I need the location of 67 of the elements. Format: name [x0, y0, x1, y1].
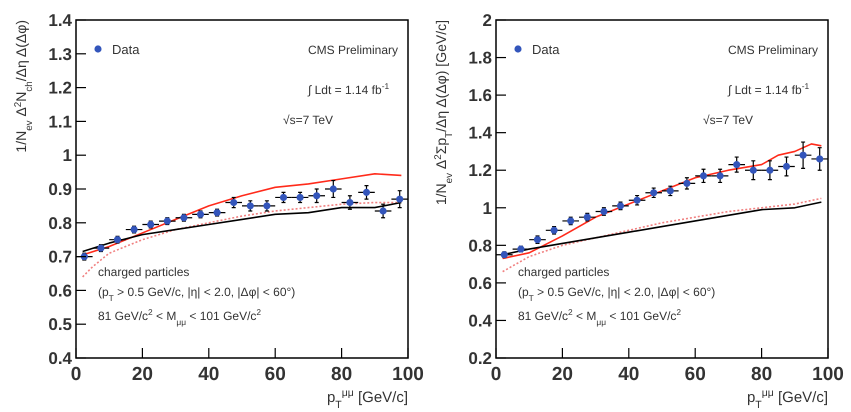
- point: [800, 152, 807, 159]
- y-tick-label: 1.2: [48, 78, 72, 98]
- x-tick-label: 60: [684, 364, 706, 385]
- legend-label: Data: [532, 42, 560, 57]
- point: [246, 202, 254, 210]
- point: [362, 188, 370, 196]
- y-tick-label: 1.6: [468, 86, 492, 106]
- x-tick-label: 80: [331, 364, 352, 385]
- y-tick-label: 0.7: [48, 248, 72, 267]
- point: [313, 192, 320, 200]
- annotation: charged particles: [518, 265, 610, 279]
- annotation: CMS Preliminary: [308, 43, 398, 57]
- point: [683, 180, 690, 187]
- y-tick-label: 1.3: [48, 44, 72, 64]
- point: [716, 172, 724, 180]
- annotation: 81 GeV/c$^{2}$ < M$_{μμ}$ < 101 GeV/c$^{2}$: [98, 307, 262, 327]
- point: [346, 198, 354, 206]
- x-tick-label: 100: [392, 364, 424, 385]
- y-tick-label: 0.6: [48, 281, 72, 300]
- y-tick-label: 0.6: [468, 274, 492, 293]
- y-tick-label: 0.5: [48, 315, 72, 334]
- annotation: ∫ Ldt = 1.14 fb$^{-1}$: [307, 81, 390, 97]
- y-tick-label: 1: [482, 198, 492, 218]
- y-tick-label: 1.2: [468, 161, 492, 180]
- legend-label: Data: [112, 42, 140, 57]
- x-tick-label: 0: [490, 364, 502, 385]
- annotation: charged particles: [98, 265, 190, 279]
- y-tick-label: 0.4: [48, 349, 73, 368]
- y-tick-label: 1: [62, 146, 72, 166]
- y-tick-label: 0.9: [48, 180, 72, 199]
- y-tick-label: 1.4: [48, 11, 73, 30]
- y-tick-label: 1.8: [468, 48, 492, 68]
- y-tick-label: 0.2: [468, 349, 492, 368]
- point: [263, 202, 270, 210]
- x-tick-label: 0: [70, 364, 82, 385]
- point: [700, 172, 708, 180]
- y-tick-label: 0.4: [468, 311, 493, 330]
- x-axis-title: p$_{T}$$^{μμ}$ [GeV/c]: [746, 387, 828, 411]
- y-tick-label: 0.8: [48, 214, 72, 233]
- point: [750, 166, 757, 174]
- y-tick-label: 1.4: [468, 124, 493, 143]
- point: [330, 185, 337, 193]
- point: [816, 155, 824, 163]
- point: [782, 162, 790, 170]
- y-tick-label: 1.1: [48, 112, 72, 132]
- y-tick-label: 0.8: [468, 236, 492, 256]
- x-tick-label: 20: [552, 364, 573, 385]
- y-tick-label: 2: [482, 11, 492, 30]
- x-tick-label: 80: [751, 364, 772, 385]
- annotation: 81 GeV/c$^{2}$ < M$_{μμ}$ < 101 GeV/c$^{2}$: [518, 307, 682, 327]
- x-tick-label: 60: [264, 364, 286, 385]
- x-tick-label: 20: [132, 364, 153, 385]
- annotation: √s=7 TeV: [703, 113, 754, 127]
- annotation: ∫ Ldt = 1.14 fb$^{-1}$: [727, 81, 810, 97]
- point: [380, 207, 387, 215]
- line-series: [502, 143, 822, 260]
- x-tick-label: 40: [618, 364, 640, 385]
- annotation: CMS Preliminary: [728, 43, 818, 57]
- annotation: (p$_{T}$ > 0.5 GeV/c, |η| < 2.0, |Δφ| < 60°): [518, 285, 716, 303]
- x-tick-label: 40: [198, 364, 220, 385]
- annotation: (p$_{T}$ > 0.5 GeV/c, |η| < 2.0, |Δφ| < 60°): [98, 285, 296, 303]
- x-tick-label: 100: [812, 364, 844, 385]
- point: [733, 161, 740, 168]
- annotation: √s=7 TeV: [283, 113, 334, 127]
- x-axis-title: p$_{T}$$^{μμ}$ [GeV/c]: [326, 387, 408, 411]
- point: [766, 166, 774, 174]
- point: [396, 196, 404, 203]
